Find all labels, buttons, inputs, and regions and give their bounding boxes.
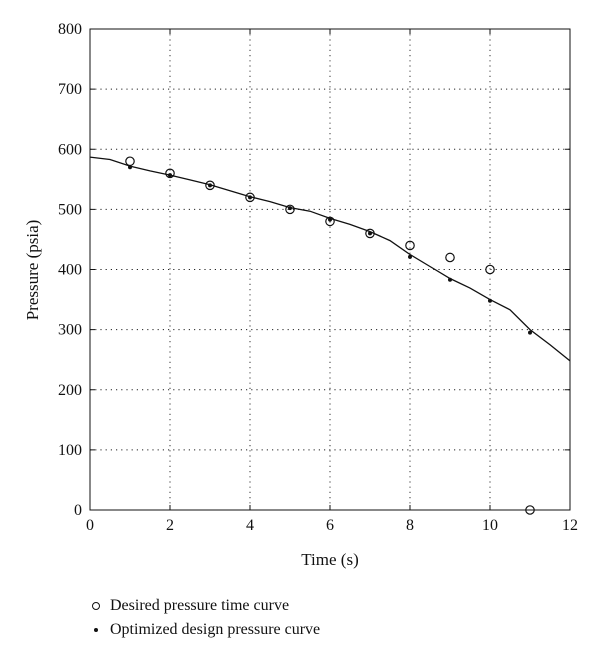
data-point-optimized <box>528 330 532 335</box>
x-tick-label: 6 <box>326 517 334 534</box>
grid-lines <box>90 29 570 510</box>
legend-item-optimized: Optimized design pressure curve <box>92 618 320 642</box>
x-tick-label: 10 <box>482 517 498 534</box>
x-tick-label: 2 <box>166 517 174 534</box>
y-tick-label: 200 <box>58 382 82 399</box>
data-point-desired <box>125 156 135 167</box>
legend-item-desired: Desired pressure time curve <box>92 594 320 618</box>
y-tick-label: 800 <box>58 21 82 38</box>
circle-marker-icon <box>92 602 100 610</box>
series-line <box>89 156 571 362</box>
x-tick-label: 12 <box>562 517 578 534</box>
x-tick-label: 4 <box>246 517 254 534</box>
y-tick-label: 0 <box>74 502 82 519</box>
data-point-desired <box>445 252 455 263</box>
data-point-desired <box>525 505 535 515</box>
legend-label-optimized: Optimized design pressure curve <box>110 621 321 638</box>
data-point-desired <box>165 168 175 179</box>
plot-area <box>89 156 571 515</box>
pressure-chart: 0 2 4 6 8 10 12 0 100 200 300 400 500 600 700 800 Time … <box>23 21 578 569</box>
y-tick-label: 100 <box>58 442 82 459</box>
y-axis-label: Pressure (psia) <box>23 220 42 321</box>
y-tick-label: 400 <box>58 262 82 279</box>
y-tick-label: 300 <box>58 322 82 339</box>
legend-label-desired: Desired pressure time curve <box>110 597 290 614</box>
data-point-desired <box>285 204 295 215</box>
x-tick-label: 8 <box>406 517 414 534</box>
legend: Desired pressure time curve Optimized de… <box>92 594 320 642</box>
data-point-desired <box>325 216 335 227</box>
dot-marker-icon <box>94 628 98 632</box>
axes <box>89 28 571 511</box>
y-tick-label: 500 <box>58 201 82 218</box>
data-point-desired <box>485 264 495 275</box>
data-point-desired <box>405 240 415 251</box>
x-axis-label: Time (s) <box>301 550 358 569</box>
tick-labels: 0 2 4 6 8 10 12 0 100 200 300 400 500 600 700 800 <box>58 21 578 534</box>
y-tick-label: 700 <box>58 81 82 98</box>
y-tick-label: 600 <box>58 141 82 158</box>
x-tick-label: 0 <box>86 517 94 534</box>
data-point-optimized <box>408 254 412 259</box>
